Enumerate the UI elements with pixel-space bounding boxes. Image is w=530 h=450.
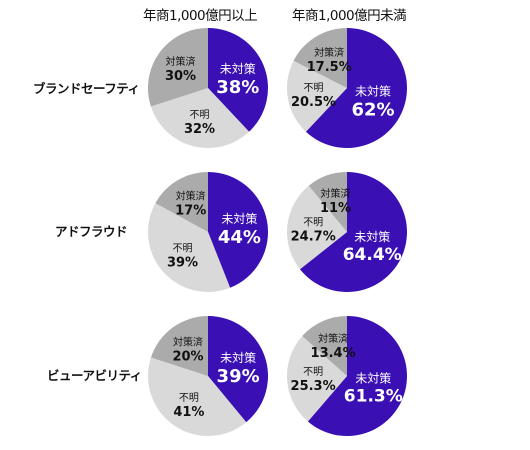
slice-value-label: 32% bbox=[184, 122, 215, 137]
column-title-small: 年商1,000億円未満 bbox=[292, 8, 407, 24]
pie-slice-unknown bbox=[148, 357, 247, 436]
row-label-viewability: ビューアビリティ bbox=[47, 368, 142, 383]
slice-value-label: 38% bbox=[216, 77, 259, 98]
slice-name-label: 未対策 bbox=[221, 212, 257, 226]
pie-slice-mitigated bbox=[308, 172, 347, 232]
slice-value-label: 62% bbox=[351, 99, 394, 120]
pie-slice-unmitigated bbox=[307, 316, 408, 436]
slice-name-label: 対策済 bbox=[321, 187, 351, 200]
pie-slice-unknown bbox=[147, 203, 231, 293]
pie-slice-mitigated bbox=[155, 172, 208, 232]
slice-name-label: 対策済 bbox=[176, 190, 206, 203]
slice-value-label: 44% bbox=[218, 227, 261, 248]
slice-value-label: 61.3% bbox=[344, 387, 403, 407]
pie-slice-unmitigated bbox=[208, 28, 268, 132]
row-label-brand-safety: ブランドセーフティ bbox=[33, 81, 140, 96]
slice-name-label: 未対策 bbox=[355, 372, 391, 386]
slice-value-label: 30% bbox=[165, 69, 196, 84]
slice-name-label: 未対策 bbox=[220, 62, 256, 76]
slice-name-label: 未対策 bbox=[355, 84, 391, 98]
slice-name-label: 未対策 bbox=[354, 230, 390, 244]
slice-value-label: 24.7% bbox=[291, 229, 336, 244]
slice-name-label: 対策済 bbox=[173, 336, 203, 349]
pie-slice-unknown bbox=[287, 60, 347, 132]
slice-value-label: 17% bbox=[175, 204, 206, 219]
slice-name-label: 不明 bbox=[173, 243, 193, 255]
slice-value-label: 64.4% bbox=[343, 245, 402, 265]
slice-name-label: 対策済 bbox=[314, 46, 344, 59]
pie-slice-mitigated bbox=[293, 28, 347, 88]
slice-value-label: 39% bbox=[167, 256, 198, 271]
slice-value-label: 20.5% bbox=[291, 95, 336, 110]
slice-name-label: 不明 bbox=[190, 109, 210, 121]
pie-slice-mitigated bbox=[150, 316, 208, 376]
slice-value-label: 41% bbox=[173, 405, 204, 420]
pie-slice-unmitigated bbox=[208, 172, 269, 288]
slice-name-label: 不明 bbox=[303, 366, 323, 378]
slice-value-label: 17.5% bbox=[307, 60, 352, 75]
slice-value-label: 25.3% bbox=[291, 379, 336, 394]
slice-value-label: 13.4% bbox=[311, 346, 356, 361]
pie-slice-unknown bbox=[150, 88, 250, 148]
row-label-ad-fraud: アドフラウド bbox=[55, 224, 128, 239]
slice-name-label: 不明 bbox=[304, 82, 324, 94]
pie-slice-mitigated bbox=[148, 28, 208, 107]
pie-slice-unknown bbox=[286, 185, 347, 270]
pie-slice-mitigated bbox=[302, 316, 347, 376]
slice-name-label: 対策済 bbox=[318, 332, 348, 345]
slice-name-label: 未対策 bbox=[220, 351, 256, 365]
slice-name-label: 不明 bbox=[303, 216, 323, 228]
pie-slice-unknown bbox=[286, 336, 347, 422]
pie-slice-unmitigated bbox=[305, 28, 408, 149]
pie-slice-unmitigated bbox=[208, 316, 269, 423]
slice-value-label: 11% bbox=[320, 201, 351, 216]
column-title-large: 年商1,000億円以上 bbox=[143, 8, 258, 24]
slice-name-label: 対策済 bbox=[166, 55, 196, 68]
slice-value-label: 20% bbox=[172, 350, 203, 365]
pie-slice-unmitigated bbox=[299, 172, 407, 292]
slice-name-label: 不明 bbox=[179, 392, 199, 404]
slice-value-label: 39% bbox=[217, 366, 260, 387]
